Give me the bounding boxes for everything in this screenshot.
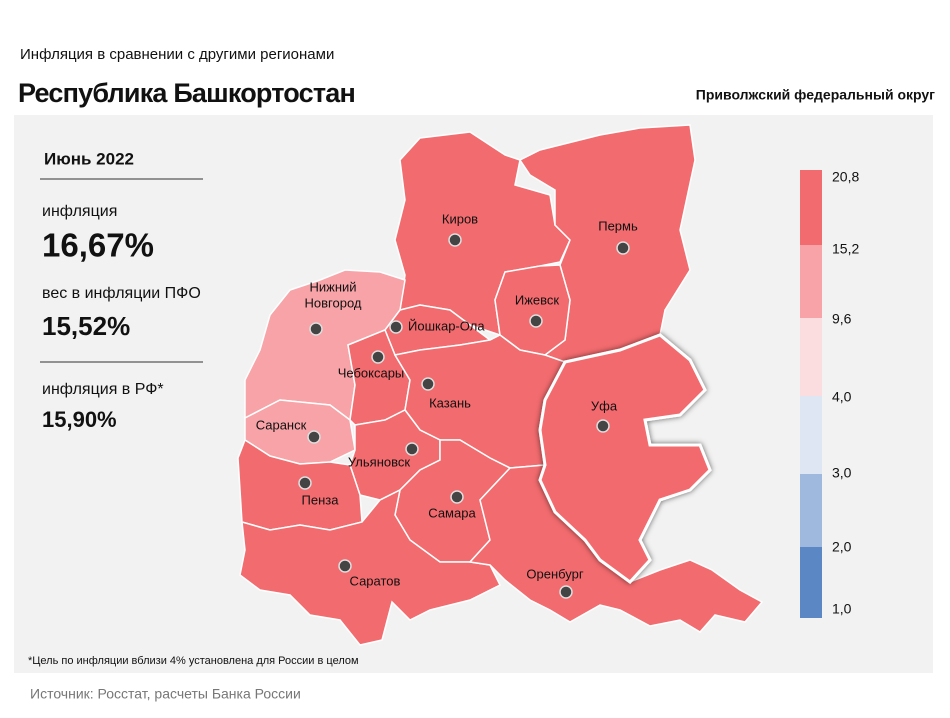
city-dot [338, 559, 352, 573]
legend-band [800, 547, 822, 618]
city-label: Уфа [591, 398, 618, 413]
region-highlight [538, 333, 712, 585]
legend: 20,8 15,2 9,6 4,0 3,0 2,0 1,0 [800, 169, 859, 618]
legend-label: 3,0 [832, 465, 852, 481]
region [468, 464, 764, 633]
footnote: *Цель по инфляции вблизи 4% установлена … [28, 655, 359, 667]
city-label: Нижний [309, 279, 356, 294]
legend-label: 9,6 [832, 311, 852, 327]
city-label: Ижевск [515, 292, 560, 307]
city-dot [389, 320, 403, 334]
city-label: Йошкар-Ола [408, 318, 485, 333]
city-label: Чебоксары [338, 365, 405, 380]
legend-label: 1,0 [832, 601, 852, 617]
city-dot [596, 419, 610, 433]
district: Приволжский федеральный округ [696, 87, 935, 103]
city-label: Пенза [302, 492, 340, 507]
city-label: Самара [428, 505, 476, 520]
legend-label: 2,0 [832, 539, 852, 555]
city-dot [529, 314, 543, 328]
title: Республика Башкортостан [18, 78, 355, 108]
legend-band [800, 474, 822, 547]
city-dot [421, 377, 435, 391]
subtitle: Инфляция в сравнении с другими регионами [20, 46, 334, 63]
city-dot [298, 476, 312, 490]
source: Источник: Росстат, расчеты Банка России [30, 686, 301, 702]
legend-label: 4,0 [832, 389, 852, 405]
city-label: Киров [442, 211, 478, 226]
stat-value: 15,90% [42, 407, 117, 432]
stat-label: инфляция в РФ* [42, 381, 164, 398]
city-dot [616, 241, 630, 255]
city-dot [448, 233, 462, 247]
stat-label: вес в инфляции ПФО [42, 285, 201, 302]
legend-band [800, 318, 822, 396]
city-dot [371, 350, 385, 364]
legend-label: 20,8 [832, 169, 859, 185]
city-dot [307, 430, 321, 444]
city-dot [450, 490, 464, 504]
city-dot [309, 322, 323, 336]
period: Июнь 2022 [44, 149, 134, 168]
city-dot [559, 585, 573, 599]
legend-band [800, 245, 822, 318]
city-label: Казань [429, 395, 471, 410]
region [494, 264, 571, 356]
city-label: Ульяновск [348, 454, 410, 469]
legend-band [800, 396, 822, 474]
legend-label: 15,2 [832, 241, 859, 257]
city-label: Саранск [256, 417, 307, 432]
stat-label: инфляция [42, 203, 117, 220]
region [239, 488, 502, 646]
city-label: Новгород [305, 295, 362, 310]
city-label: Оренбург [526, 566, 583, 581]
city-label: Пермь [598, 218, 638, 233]
stat-value: 16,67% [42, 227, 154, 264]
city-label: Саратов [350, 573, 401, 588]
stat-value: 15,52% [42, 311, 130, 341]
legend-band [800, 170, 822, 245]
city-dot [405, 442, 419, 456]
